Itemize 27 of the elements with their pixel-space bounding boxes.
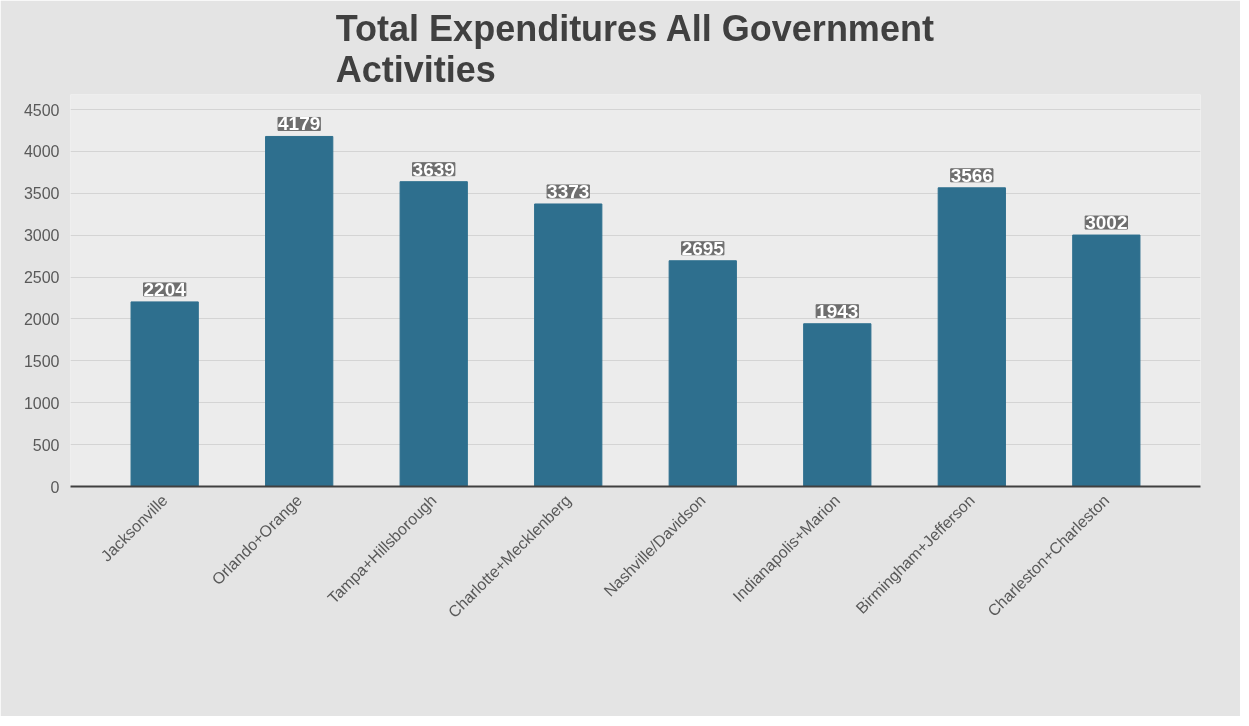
data-label: 2204	[143, 278, 187, 300]
y-tick-label: 500	[32, 436, 60, 454]
data-label: 3002	[1085, 212, 1128, 234]
y-tick-label: 0	[50, 478, 60, 496]
y-tick-label: 1500	[23, 352, 60, 370]
data-label: 4179	[278, 113, 321, 135]
data-label: 3373	[547, 180, 590, 202]
bar	[399, 181, 468, 487]
y-tick-label: 2500	[23, 269, 60, 287]
y-tick-label: 4500	[23, 101, 60, 119]
chart-title: Total Expenditures All Government Activities	[335, 7, 934, 90]
data-label: 2695	[681, 237, 725, 259]
y-tick-label: 2000	[23, 310, 60, 328]
bar	[937, 187, 1006, 487]
y-tick-label: 1000	[23, 394, 60, 412]
bar	[803, 323, 872, 487]
bar	[130, 301, 199, 487]
data-label: 1943	[816, 300, 859, 322]
bar	[668, 260, 737, 487]
y-tick-label: 3000	[23, 227, 60, 245]
bar	[265, 135, 334, 487]
data-label: 3566	[950, 164, 993, 186]
y-tick-label: 4000	[23, 143, 60, 161]
bar	[1072, 234, 1141, 487]
bar	[534, 203, 603, 487]
y-tick-label: 3500	[23, 185, 60, 203]
data-label: 3639	[412, 158, 455, 180]
